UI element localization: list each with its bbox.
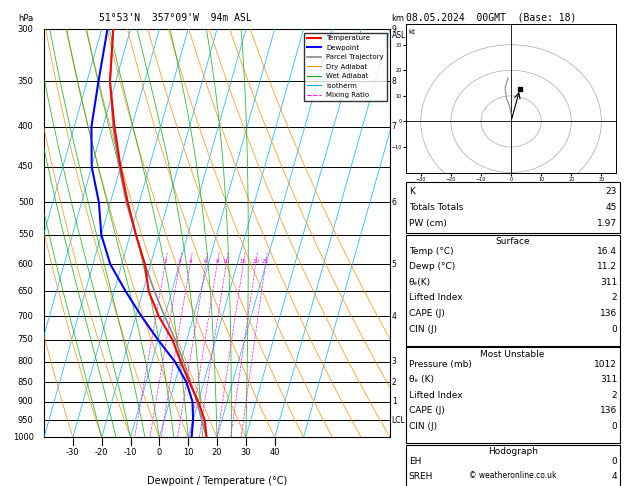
Text: 450: 450 — [18, 162, 34, 171]
Text: 20: 20 — [252, 259, 259, 264]
Text: 800: 800 — [18, 357, 34, 366]
Text: 1: 1 — [392, 397, 396, 406]
Text: 311: 311 — [600, 278, 617, 287]
Text: EH: EH — [409, 457, 421, 466]
Text: -20: -20 — [95, 448, 108, 457]
Text: 8: 8 — [215, 259, 219, 264]
Text: Dewp (°C): Dewp (°C) — [409, 262, 455, 271]
Text: Hodograph: Hodograph — [487, 447, 538, 456]
Text: 4: 4 — [189, 259, 192, 264]
Text: 45: 45 — [606, 203, 617, 212]
Text: 300: 300 — [18, 25, 34, 34]
Text: 11.2: 11.2 — [597, 262, 617, 271]
Text: -10: -10 — [124, 448, 137, 457]
Text: 08.05.2024  00GMT  (Base: 18): 08.05.2024 00GMT (Base: 18) — [406, 12, 576, 22]
Text: 10: 10 — [183, 448, 194, 457]
Text: Temp (°C): Temp (°C) — [409, 247, 454, 256]
Text: 40: 40 — [269, 448, 280, 457]
Text: 15: 15 — [240, 259, 247, 264]
Text: 6: 6 — [392, 198, 397, 207]
Text: -30: -30 — [66, 448, 80, 457]
Text: 51°53'N  357°09'W  94m ASL: 51°53'N 357°09'W 94m ASL — [99, 13, 252, 23]
Text: 650: 650 — [18, 287, 34, 296]
Text: 3: 3 — [392, 357, 397, 366]
Text: θₑ(K): θₑ(K) — [409, 278, 431, 287]
Text: 400: 400 — [18, 122, 34, 131]
Text: 350: 350 — [18, 77, 34, 86]
Text: 700: 700 — [18, 312, 34, 321]
Text: 30: 30 — [240, 448, 251, 457]
Text: 5: 5 — [392, 260, 397, 269]
Text: Most Unstable: Most Unstable — [481, 350, 545, 359]
Text: 850: 850 — [18, 378, 34, 387]
Text: 6: 6 — [204, 259, 208, 264]
Text: km: km — [392, 14, 404, 23]
Text: 3: 3 — [178, 259, 181, 264]
Text: SREH: SREH — [409, 472, 433, 481]
Text: 4: 4 — [392, 312, 397, 321]
Text: Dewpoint / Temperature (°C): Dewpoint / Temperature (°C) — [147, 476, 287, 486]
Text: CIN (J): CIN (J) — [409, 325, 437, 333]
Text: 9: 9 — [392, 25, 397, 34]
Text: 550: 550 — [18, 230, 34, 239]
Text: 1000: 1000 — [13, 433, 34, 442]
Text: 2: 2 — [392, 378, 396, 387]
Text: LCL: LCL — [392, 416, 406, 424]
Text: 500: 500 — [18, 198, 34, 207]
Text: 20: 20 — [212, 448, 222, 457]
Text: ASL: ASL — [392, 31, 406, 40]
Text: 2: 2 — [611, 294, 617, 302]
Text: Lifted Index: Lifted Index — [409, 391, 462, 399]
Text: hPa: hPa — [18, 14, 34, 23]
Text: Surface: Surface — [495, 237, 530, 246]
Text: © weatheronline.co.uk: © weatheronline.co.uk — [469, 471, 557, 480]
Text: 136: 136 — [600, 309, 617, 318]
Text: 0: 0 — [611, 457, 617, 466]
Text: 0: 0 — [611, 325, 617, 333]
Text: Lifted Index: Lifted Index — [409, 294, 462, 302]
Text: 7: 7 — [392, 122, 397, 131]
Text: 1012: 1012 — [594, 360, 617, 368]
Text: 136: 136 — [600, 406, 617, 415]
Legend: Temperature, Dewpoint, Parcel Trajectory, Dry Adiabat, Wet Adiabat, Isotherm, Mi: Temperature, Dewpoint, Parcel Trajectory… — [304, 33, 386, 101]
Text: K: K — [409, 188, 415, 196]
Text: 4: 4 — [611, 472, 617, 481]
Text: 2: 2 — [611, 391, 617, 399]
Text: θₑ (K): θₑ (K) — [409, 375, 434, 384]
Text: 900: 900 — [18, 397, 34, 406]
Text: 16.4: 16.4 — [597, 247, 617, 256]
Text: 0: 0 — [157, 448, 162, 457]
Text: Pressure (mb): Pressure (mb) — [409, 360, 472, 368]
Text: Totals Totals: Totals Totals — [409, 203, 463, 212]
Text: 950: 950 — [18, 416, 34, 424]
Text: CAPE (J): CAPE (J) — [409, 309, 445, 318]
Text: 10: 10 — [223, 259, 230, 264]
Text: CIN (J): CIN (J) — [409, 422, 437, 431]
Text: 1.97: 1.97 — [597, 219, 617, 227]
Text: 0: 0 — [611, 422, 617, 431]
Text: PW (cm): PW (cm) — [409, 219, 447, 227]
Text: 311: 311 — [600, 375, 617, 384]
Text: Mixing Ratio (g/kg): Mixing Ratio (g/kg) — [408, 258, 417, 331]
Text: CAPE (J): CAPE (J) — [409, 406, 445, 415]
Text: 750: 750 — [18, 335, 34, 345]
Text: 8: 8 — [392, 77, 396, 86]
Text: kt: kt — [409, 30, 416, 35]
Text: 600: 600 — [18, 260, 34, 269]
Text: 2: 2 — [164, 259, 167, 264]
Text: 23: 23 — [606, 188, 617, 196]
Text: 25: 25 — [262, 259, 269, 264]
